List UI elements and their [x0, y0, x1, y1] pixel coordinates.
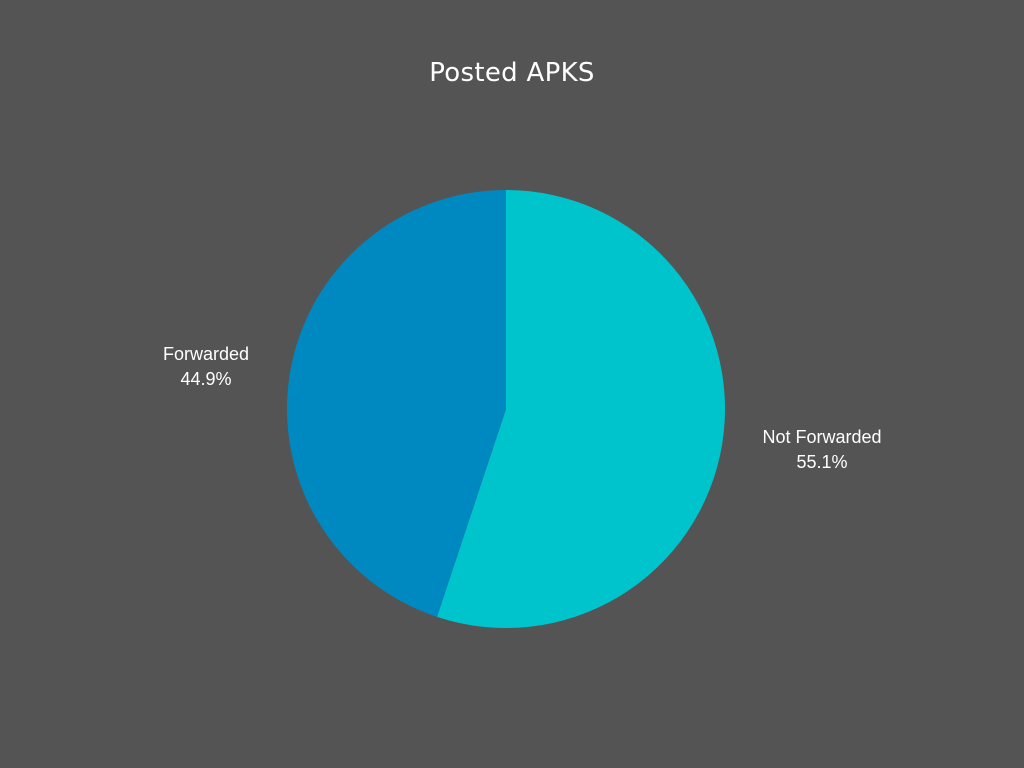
slice-label-name: Forwarded [162, 344, 250, 364]
slice-label-forwarded: Forwarded 44.9% [106, 342, 306, 392]
slice-label-name: Not Forwarded [762, 427, 882, 447]
slice-label-not-forwarded: Not Forwarded 55.1% [722, 425, 922, 475]
slice-label-percent: 44.9% [180, 369, 232, 389]
pie-slice-not-forwarded[interactable] [437, 190, 726, 629]
pie-slice-forwarded[interactable] [287, 190, 506, 617]
chart-title: Posted APKS [429, 58, 595, 88]
slice-label-percent: 55.1% [796, 452, 848, 472]
